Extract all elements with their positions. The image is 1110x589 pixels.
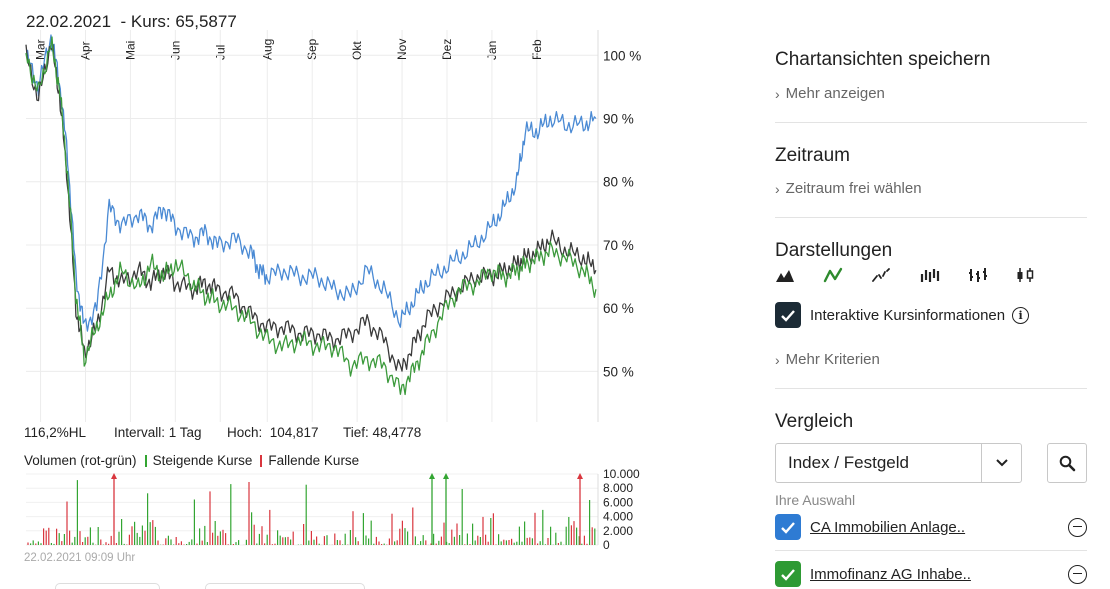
stat-hl: 116,2%HL bbox=[24, 425, 87, 440]
series-line bbox=[25, 36, 597, 396]
stat-high: Hoch: 104,817 bbox=[227, 425, 319, 440]
price-chart[interactable]: Mar Apr Mai Jun Jul Aug Sep Okt Nov Dez Jan Feb 100 … bbox=[0, 30, 650, 422]
volume-tick-label: 2.000 bbox=[603, 524, 633, 538]
search-icon bbox=[1059, 455, 1075, 471]
y-tick-label: 80 % bbox=[603, 175, 634, 190]
overflow-arrow-icon bbox=[111, 473, 117, 479]
bar-chart-icon[interactable] bbox=[967, 266, 988, 284]
more-criteria-link[interactable]: › Mehr Kriterien bbox=[775, 351, 1087, 368]
stat-low: Tief: 48,4778 bbox=[343, 425, 422, 440]
save-views-title: Chartansichten speichern bbox=[775, 49, 991, 70]
chevron-right-icon: › bbox=[775, 85, 780, 102]
line-chart-icon[interactable] bbox=[823, 266, 844, 284]
comparison-name[interactable]: Immofinanz AG Inhabe.. bbox=[810, 565, 971, 583]
ohlc-chart-icon[interactable] bbox=[919, 266, 940, 284]
chevron-down-icon[interactable] bbox=[981, 444, 1021, 482]
overflow-arrow-icon bbox=[577, 473, 583, 479]
volume-legend-rising: Steigende Kurse bbox=[152, 453, 253, 468]
y-tick-label: 90 % bbox=[603, 112, 634, 127]
x-tick-label: Apr bbox=[78, 41, 92, 60]
compare-title: Vergleich bbox=[775, 411, 854, 432]
comparison-item: Immofinanz AG Inhabe.. bbox=[775, 561, 1087, 587]
checkmark-icon bbox=[781, 568, 795, 581]
divider bbox=[775, 388, 1087, 389]
volume-legend-title: Volumen (rot-grün) bbox=[24, 453, 137, 468]
y-tick-label: 100 % bbox=[603, 48, 641, 63]
volume-tick-label: 6.000 bbox=[603, 495, 633, 509]
more-show-link[interactable]: › Mehr anzeigen bbox=[775, 85, 1087, 102]
x-tick-label: Sep bbox=[305, 38, 319, 60]
y-tick-label: 70 % bbox=[603, 238, 634, 253]
series-line bbox=[25, 44, 597, 372]
comparison-checkbox[interactable] bbox=[775, 561, 801, 587]
comparison-name[interactable]: CA Immobilien Anlage.. bbox=[810, 518, 966, 536]
divider bbox=[775, 217, 1087, 218]
compare-select[interactable]: Index / Festgeld bbox=[775, 443, 1022, 483]
volume-legend: Volumen (rot-grün) Steigende Kurse Falle… bbox=[24, 453, 359, 468]
x-tick-label: Okt bbox=[350, 41, 364, 60]
stat-interval: Intervall: 1 Tag bbox=[114, 425, 202, 440]
mountain-chart-icon[interactable] bbox=[775, 266, 796, 284]
volume-legend-falling: Fallende Kurse bbox=[268, 453, 360, 468]
chart-header: 22.02.2021 - Kurs: 65,5877 bbox=[26, 12, 237, 32]
rising-marker-icon bbox=[144, 454, 147, 467]
chart-mode-selector bbox=[775, 266, 1063, 284]
checkmark-icon bbox=[781, 521, 795, 534]
series-line bbox=[25, 34, 597, 332]
x-tick-label: Nov bbox=[395, 39, 409, 60]
header-price: - Kurs: 65,5877 bbox=[111, 12, 237, 31]
more-criteria-label: Mehr Kriterien bbox=[785, 351, 880, 368]
chart-stats: 116,2%HL Intervall: 1 Tag Hoch: 104,817 … bbox=[24, 425, 421, 440]
bottom-tab[interactable] bbox=[205, 583, 365, 589]
x-tick-label: Dez bbox=[440, 39, 454, 60]
selection-label: Ihre Auswahl bbox=[775, 492, 856, 508]
display-title: Darstellungen bbox=[775, 240, 893, 261]
period-link-label: Zeitraum frei wählen bbox=[785, 180, 922, 197]
comparison-item: CA Immobilien Anlage.. bbox=[775, 514, 1087, 540]
info-icon[interactable]: i bbox=[1012, 306, 1030, 324]
volume-tick-label: 10.000 bbox=[603, 467, 640, 481]
search-button[interactable] bbox=[1047, 443, 1087, 483]
compare-select-value: Index / Festgeld bbox=[788, 453, 909, 472]
divider bbox=[775, 122, 1087, 123]
divider bbox=[775, 550, 1087, 551]
period-link[interactable]: › Zeitraum frei wählen bbox=[775, 180, 1087, 197]
falling-marker-icon bbox=[260, 454, 263, 467]
overflow-arrow-icon bbox=[443, 473, 449, 479]
interactive-info-label: Interaktive Kursinformationen bbox=[810, 306, 1006, 324]
period-title: Zeitraum bbox=[775, 145, 850, 166]
volume-tick-label: 8.000 bbox=[603, 481, 633, 495]
x-tick-label: Feb bbox=[530, 39, 544, 60]
remove-icon[interactable] bbox=[1068, 517, 1087, 537]
volume-tick-label: 0 bbox=[603, 538, 610, 550]
checkmark-icon bbox=[781, 309, 795, 322]
comparison-checkbox[interactable] bbox=[775, 514, 801, 540]
x-tick-label: Aug bbox=[260, 39, 274, 60]
header-date: 22.02.2021 bbox=[26, 12, 112, 31]
x-tick-label: Mai bbox=[123, 41, 137, 60]
bottom-tab[interactable] bbox=[55, 583, 160, 589]
dot-line-chart-icon[interactable] bbox=[871, 266, 892, 284]
candlestick-chart-icon[interactable] bbox=[1015, 266, 1036, 284]
chevron-right-icon: › bbox=[775, 351, 780, 368]
x-tick-label: Jan bbox=[485, 41, 499, 60]
more-show-label: Mehr anzeigen bbox=[785, 85, 885, 102]
volume-tick-label: 4.000 bbox=[603, 510, 633, 524]
y-tick-label: 60 % bbox=[603, 301, 634, 316]
x-tick-label: Jun bbox=[168, 41, 182, 60]
chart-timestamp: 22.02.2021 09:09 Uhr bbox=[24, 552, 136, 564]
y-tick-label: 50 % bbox=[603, 364, 634, 379]
interactive-info-option[interactable]: Interaktive Kursinformationen i bbox=[775, 302, 1030, 328]
interactive-info-checkbox[interactable] bbox=[775, 302, 801, 328]
overflow-arrow-icon bbox=[429, 473, 435, 479]
remove-icon[interactable] bbox=[1068, 564, 1087, 584]
chevron-right-icon: › bbox=[775, 180, 780, 197]
x-tick-label: Jul bbox=[213, 45, 227, 60]
